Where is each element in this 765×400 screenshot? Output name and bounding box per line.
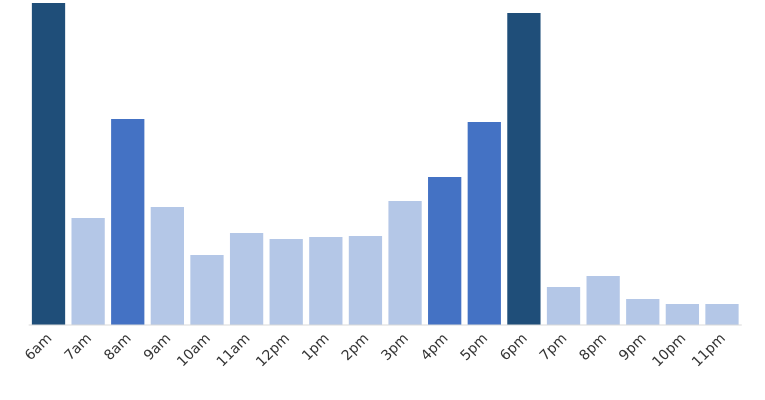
x-tick-label: 6pm	[497, 331, 531, 365]
bar	[309, 237, 343, 325]
x-tick-label: 10am	[174, 331, 214, 371]
bar	[546, 287, 581, 325]
x-tick-label: 10pm	[649, 331, 689, 371]
x-tick-label: 8am	[101, 331, 134, 364]
bar	[71, 218, 105, 325]
x-tick-label: 12pm	[253, 331, 293, 371]
bar	[467, 122, 501, 325]
bar	[229, 233, 264, 325]
x-tick-label: 8pm	[576, 331, 610, 365]
bar	[705, 304, 739, 325]
x-tick-label: 11pm	[689, 331, 729, 371]
bar	[507, 13, 541, 325]
x-tick-label: 3pm	[378, 331, 412, 365]
x-tick-label: 7pm	[537, 331, 571, 365]
bar	[269, 239, 303, 325]
x-tick-label: 5pm	[458, 331, 492, 365]
bar	[31, 3, 66, 325]
x-tick-label: 7am	[62, 331, 95, 364]
bar	[665, 304, 700, 325]
bar	[626, 299, 660, 325]
x-tick-label: 2pm	[339, 331, 373, 365]
bar	[388, 201, 422, 325]
x-tick-label: 9pm	[616, 331, 650, 365]
x-tick-label: 4pm	[418, 331, 452, 365]
x-tick-label: 1pm	[299, 331, 333, 365]
x-tick-label: 11am	[214, 331, 254, 371]
bar	[586, 276, 620, 325]
bar	[348, 236, 383, 325]
bar	[428, 177, 462, 325]
bar	[111, 119, 145, 325]
x-tick-label: 6am	[22, 331, 55, 364]
bar	[150, 207, 184, 325]
bar	[190, 255, 224, 325]
x-tick-label: 9am	[141, 331, 174, 364]
